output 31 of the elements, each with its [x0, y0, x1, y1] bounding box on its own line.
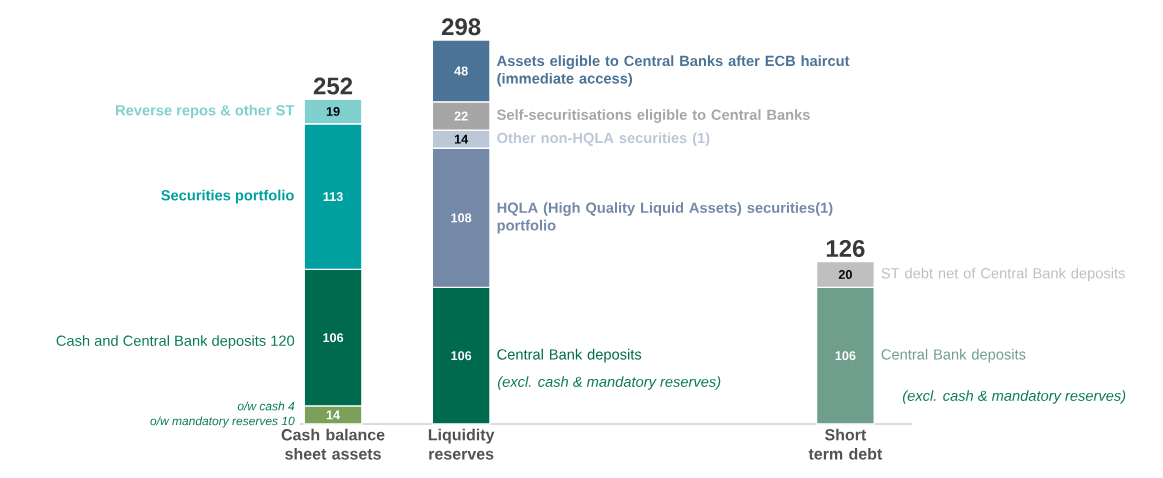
series-label: ST debt net of Central Bank deposits [881, 267, 1125, 282]
data-label: 19 [326, 107, 340, 116]
data-label: 113 [323, 192, 343, 202]
x-tick-label: Liquidity reserves [428, 428, 495, 460]
series-label: Self-securitisations eligible to Central Banks [497, 109, 810, 123]
data-label: 20 [838, 270, 852, 279]
series-label: Central Bank deposits [881, 348, 1026, 363]
data-label: 106 [323, 333, 344, 343]
series-label: Central Bank deposits [497, 348, 642, 363]
total-label: 252 [313, 77, 353, 95]
series-label: HQLA (High Quality Liquid Assets) securities(1) portfolio [497, 202, 833, 234]
series-label: Assets eligible to Central Banks after ECB haircut (immediate access) [496, 55, 850, 87]
data-label: 108 [451, 213, 472, 223]
annotation: (excl. cash & mandatory reserves) [497, 376, 721, 390]
data-label: 22 [454, 111, 468, 121]
series-label: Securities portfolio [161, 189, 294, 204]
x-tick-label: Cash balance sheet assets [281, 428, 385, 460]
data-label: 14 [454, 134, 469, 144]
data-label: 106 [835, 351, 856, 361]
text: o/w mandatory reserves 10 [150, 416, 295, 428]
series-label: Other non-HQLA securities (1) [497, 132, 710, 147]
data-label: 106 [451, 351, 472, 361]
total-label: 298 [441, 18, 481, 36]
data-label: 48 [454, 66, 468, 76]
total-label: 126 [826, 239, 865, 257]
data-label: 14 [326, 410, 341, 420]
series-label: Reverse repos & other ST [116, 104, 295, 119]
text: o/w cash 4 [237, 401, 295, 411]
annotation: (excl. cash & mandatory reserves) [902, 390, 1126, 404]
text: Cash and Central Bank deposits 120 [56, 335, 295, 349]
x-tick-label: Short term debt [808, 428, 883, 460]
